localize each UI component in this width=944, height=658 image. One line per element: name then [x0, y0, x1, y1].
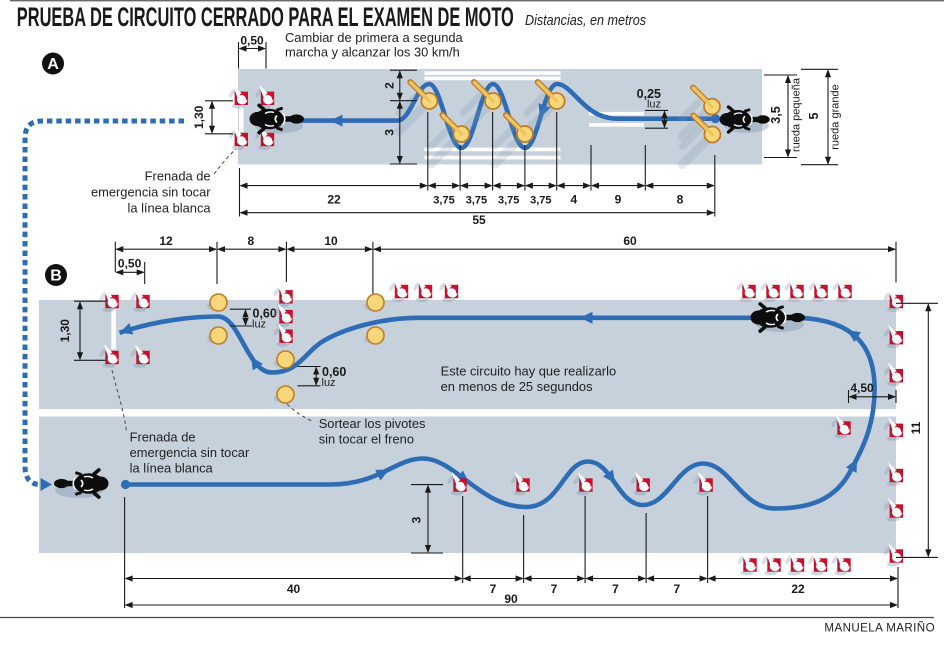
- svg-text:emergencia sin tocar: emergencia sin tocar: [130, 445, 250, 460]
- svg-text:luz: luz: [647, 99, 661, 111]
- svg-text:11: 11: [909, 421, 923, 434]
- svg-text:emergencia sin tocar: emergencia sin tocar: [91, 185, 211, 200]
- svg-text:3,75: 3,75: [466, 195, 487, 207]
- svg-text:3,5: 3,5: [769, 106, 783, 123]
- svg-text:Frenada de: Frenada de: [130, 430, 196, 445]
- svg-text:8: 8: [677, 193, 684, 207]
- svg-text:sin tocar el freno: sin tocar el freno: [319, 432, 414, 447]
- svg-text:3,75: 3,75: [498, 195, 519, 207]
- svg-text:Frenada de: Frenada de: [145, 169, 211, 184]
- svg-text:12: 12: [159, 234, 173, 248]
- svg-text:Sortear los pivotes: Sortear los pivotes: [319, 416, 426, 431]
- svg-text:A: A: [47, 56, 59, 73]
- svg-text:8: 8: [247, 234, 254, 248]
- svg-text:Distancias, en metros: Distancias, en metros: [525, 13, 646, 29]
- svg-text:1,30: 1,30: [192, 105, 206, 129]
- svg-text:9: 9: [615, 193, 622, 207]
- svg-text:rueda pequeña: rueda pequeña: [791, 77, 803, 152]
- svg-text:rueda grande: rueda grande: [830, 84, 842, 149]
- svg-text:1,30: 1,30: [58, 319, 72, 343]
- svg-text:la línea blanca: la línea blanca: [130, 461, 214, 476]
- svg-text:7: 7: [551, 582, 558, 596]
- svg-text:22: 22: [791, 582, 805, 596]
- svg-text:5: 5: [807, 112, 821, 119]
- svg-text:Este circuito hay que realizar: Este circuito hay que realizarlo: [441, 364, 617, 379]
- svg-text:3,75: 3,75: [530, 195, 551, 207]
- svg-text:marcha y alcanzar los 30 km/h: marcha y alcanzar los 30 km/h: [285, 45, 460, 60]
- svg-text:90: 90: [504, 592, 518, 606]
- svg-text:0,25: 0,25: [637, 87, 661, 101]
- svg-text:en menos de 25 segundos: en menos de 25 segundos: [441, 379, 593, 394]
- svg-text:0,60: 0,60: [253, 307, 277, 321]
- svg-text:luz: luz: [322, 377, 336, 389]
- svg-text:7: 7: [673, 582, 680, 596]
- svg-text:22: 22: [327, 193, 341, 207]
- svg-text:60: 60: [623, 234, 637, 248]
- svg-text:la línea blanca: la línea blanca: [127, 201, 211, 216]
- svg-text:MANUELA MARIÑO: MANUELA MARIÑO: [824, 622, 935, 635]
- svg-text:10: 10: [324, 234, 338, 248]
- svg-text:luz: luz: [252, 319, 266, 331]
- svg-text:0,50: 0,50: [118, 257, 142, 271]
- svg-text:0,60: 0,60: [322, 365, 346, 379]
- svg-text:4,50: 4,50: [850, 381, 874, 395]
- svg-text:40: 40: [287, 582, 301, 596]
- svg-text:3: 3: [410, 516, 424, 523]
- svg-text:PRUEBA DE CIRCUITO CERRADO PAR: PRUEBA DE CIRCUITO CERRADO PARA EL EXAME…: [17, 2, 514, 32]
- svg-text:2: 2: [383, 82, 397, 89]
- svg-text:0,50: 0,50: [240, 34, 264, 48]
- svg-text:7: 7: [612, 582, 619, 596]
- svg-text:B: B: [50, 268, 62, 285]
- svg-text:3: 3: [383, 129, 397, 136]
- svg-text:3,75: 3,75: [433, 195, 454, 207]
- svg-text:Cambiar de primera a segunda: Cambiar de primera a segunda: [285, 30, 464, 45]
- svg-text:4: 4: [571, 193, 578, 207]
- svg-text:7: 7: [490, 582, 497, 596]
- svg-text:55: 55: [472, 213, 486, 227]
